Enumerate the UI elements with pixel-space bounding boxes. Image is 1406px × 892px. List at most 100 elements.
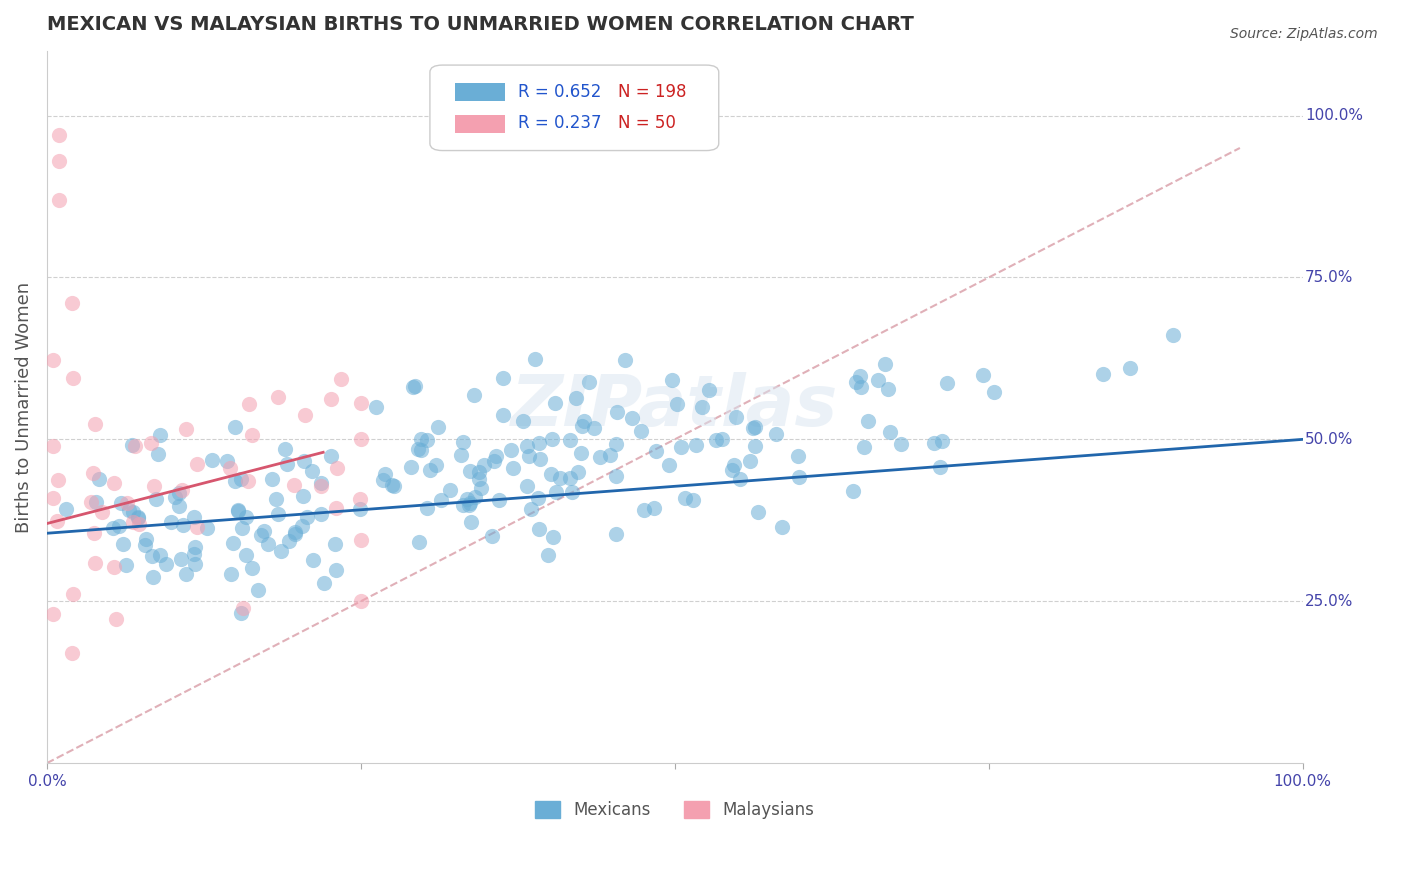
- Point: [112, 536, 135, 550]
- Point: [706, 434, 728, 448]
- Point: [725, 410, 748, 425]
- Point: [325, 500, 347, 515]
- Point: [406, 442, 429, 456]
- Point: [174, 567, 197, 582]
- Point: [849, 369, 872, 384]
- Point: [219, 566, 242, 581]
- Point: [582, 421, 605, 435]
- Point: [404, 379, 426, 393]
- Point: [922, 436, 945, 450]
- Point: [643, 501, 665, 516]
- Point: [82, 466, 104, 480]
- Point: [124, 439, 146, 453]
- Point: [284, 524, 307, 539]
- Point: [167, 500, 190, 514]
- Point: [42, 607, 65, 621]
- Point: [464, 490, 486, 504]
- Point: [184, 541, 207, 555]
- Point: [231, 521, 253, 535]
- Point: [253, 524, 276, 538]
- Point: [537, 548, 560, 562]
- Point: [325, 563, 347, 577]
- Point: [890, 437, 912, 451]
- Text: ZIPatlas: ZIPatlas: [512, 373, 838, 442]
- Point: [229, 472, 252, 486]
- Point: [249, 528, 271, 542]
- Point: [560, 471, 582, 485]
- Point: [658, 458, 681, 472]
- Point: [48, 193, 70, 207]
- Point: [516, 439, 538, 453]
- Point: [548, 471, 571, 485]
- Point: [301, 464, 323, 478]
- Point: [184, 557, 207, 571]
- Point: [738, 454, 761, 468]
- Point: [309, 476, 332, 491]
- Point: [228, 503, 250, 517]
- Point: [374, 467, 396, 482]
- Point: [1119, 361, 1142, 376]
- Point: [685, 437, 707, 451]
- Point: [599, 448, 621, 462]
- Point: [218, 461, 240, 475]
- Point: [482, 453, 505, 467]
- Point: [238, 396, 260, 410]
- Point: [765, 427, 787, 442]
- Text: N = 198: N = 198: [619, 83, 686, 101]
- Point: [105, 612, 128, 626]
- Point: [742, 420, 765, 434]
- Point: [382, 479, 405, 493]
- Point: [858, 414, 880, 428]
- Point: [167, 485, 190, 500]
- Point: [439, 483, 461, 498]
- Point: [122, 504, 145, 518]
- Point: [309, 478, 332, 492]
- Point: [472, 458, 495, 472]
- Point: [845, 375, 868, 389]
- Point: [172, 483, 194, 497]
- Point: [544, 485, 567, 500]
- Point: [128, 517, 150, 532]
- Text: R = 0.652: R = 0.652: [517, 83, 602, 101]
- Point: [371, 473, 394, 487]
- Point: [174, 422, 197, 436]
- Point: [222, 536, 245, 550]
- Point: [240, 561, 263, 575]
- Point: [606, 405, 628, 419]
- Point: [276, 457, 298, 471]
- Point: [849, 380, 872, 394]
- Point: [284, 526, 307, 541]
- Point: [186, 520, 208, 534]
- Text: 50.0%: 50.0%: [1305, 432, 1354, 447]
- Point: [217, 454, 239, 468]
- Text: MEXICAN VS MALAYSIAN BIRTHS TO UNMARRIED WOMEN CORRELATION CHART: MEXICAN VS MALAYSIAN BIRTHS TO UNMARRIED…: [46, 15, 914, 34]
- Point: [408, 534, 430, 549]
- Point: [411, 443, 433, 458]
- Point: [115, 496, 138, 510]
- Point: [787, 449, 810, 463]
- Point: [541, 432, 564, 446]
- Point: [84, 494, 107, 508]
- Point: [517, 449, 540, 463]
- Point: [232, 600, 254, 615]
- Point: [79, 495, 101, 509]
- Point: [492, 371, 515, 385]
- Point: [83, 557, 105, 571]
- Point: [565, 391, 588, 405]
- Point: [330, 372, 353, 386]
- Point: [983, 384, 1005, 399]
- Text: N = 50: N = 50: [619, 114, 676, 133]
- Point: [569, 446, 592, 460]
- Point: [235, 509, 257, 524]
- Bar: [456, 115, 505, 133]
- Point: [267, 390, 290, 404]
- Point: [62, 371, 84, 385]
- Point: [588, 450, 610, 464]
- Point: [529, 451, 551, 466]
- Point: [149, 548, 172, 562]
- Point: [350, 533, 373, 547]
- Point: [673, 491, 696, 505]
- Point: [972, 368, 994, 382]
- Point: [240, 427, 263, 442]
- Point: [236, 474, 259, 488]
